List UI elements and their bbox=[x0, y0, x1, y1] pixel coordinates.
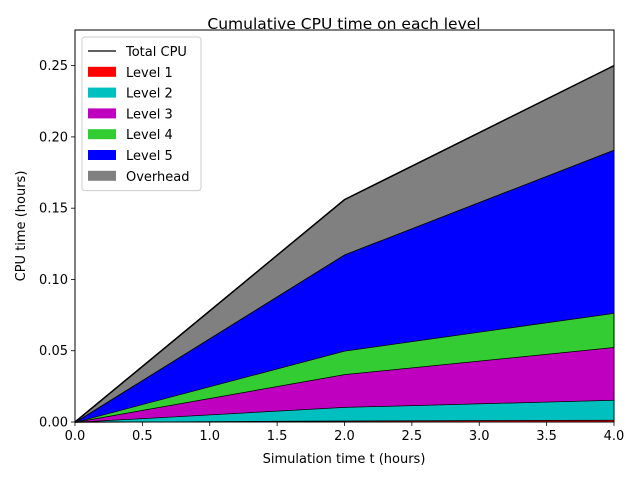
area-level-4 bbox=[75, 312, 614, 422]
y-axis-title: CPU time (hours) bbox=[14, 171, 29, 282]
y-axis: 0.00 0.05 0.10 0.15 0.20 0.25 bbox=[39, 59, 75, 431]
x-tick-label: 1.5 bbox=[267, 429, 288, 444]
legend-swatch-level-1 bbox=[88, 66, 116, 77]
x-tick-label: 0.0 bbox=[65, 429, 86, 444]
area-level-2 bbox=[75, 399, 614, 422]
x-tick-label: 0.5 bbox=[132, 429, 153, 444]
legend-swatch-overhead bbox=[88, 170, 116, 181]
x-axis: 0.0 0.5 1.0 1.5 2.0 2.5 3.0 3.5 4.0 bbox=[65, 422, 625, 444]
x-tick-label: 2.5 bbox=[402, 429, 423, 444]
legend-label-level-4: Level 4 bbox=[126, 128, 173, 143]
legend-label-overhead: Overhead bbox=[126, 170, 190, 185]
x-tick-label: 3.0 bbox=[469, 429, 490, 444]
x-axis-title: Simulation time t (hours) bbox=[263, 452, 426, 467]
y-tick-label: 0.10 bbox=[39, 273, 68, 288]
y-tick-label: 0.25 bbox=[39, 59, 68, 74]
legend-swatch-level-5 bbox=[88, 150, 116, 160]
y-tick-label: 0.15 bbox=[39, 202, 68, 217]
area-level-3 bbox=[75, 347, 614, 422]
y-tick-label: 0.00 bbox=[39, 416, 68, 431]
legend-label-total-cpu: Total CPU bbox=[125, 45, 187, 60]
y-tick-label: 0.05 bbox=[39, 344, 68, 359]
plot-areas bbox=[74, 64, 615, 423]
area-overhead bbox=[75, 65, 614, 422]
chart-title: Cumulative CPU time on each level bbox=[207, 15, 480, 33]
area-level-5 bbox=[75, 149, 614, 423]
x-tick-label: 2.0 bbox=[334, 429, 355, 444]
x-tick-label: 3.5 bbox=[536, 429, 557, 444]
legend-label-level-5: Level 5 bbox=[126, 149, 173, 164]
legend-label-level-2: Level 2 bbox=[126, 87, 173, 102]
legend-swatch-level-2 bbox=[88, 87, 116, 98]
legend-swatch-level-3 bbox=[88, 108, 116, 119]
y-tick-label: 0.20 bbox=[39, 130, 68, 145]
legend-label-level-1: Level 1 bbox=[126, 66, 173, 81]
x-tick-label: 1.0 bbox=[199, 429, 220, 444]
legend-swatch-level-4 bbox=[88, 129, 116, 140]
legend: Total CPU Level 1 Level 2 Level 3 Level 4 Lev… bbox=[81, 36, 202, 192]
x-tick-label: 4.0 bbox=[604, 429, 625, 444]
total-cpu-line bbox=[74, 65, 615, 423]
legend-label-level-3: Level 3 bbox=[126, 107, 173, 122]
